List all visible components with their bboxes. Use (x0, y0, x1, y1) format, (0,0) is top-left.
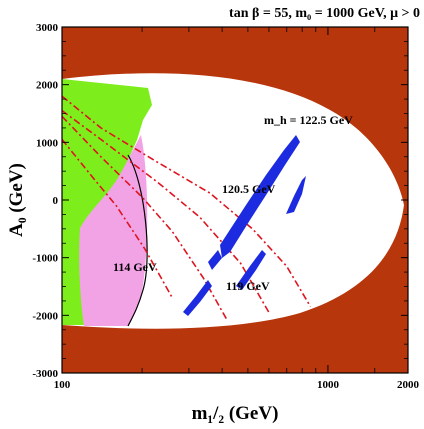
relic-density-strip (236, 250, 266, 290)
y-tick-label: -1000 (32, 253, 58, 265)
relic-density-strip (220, 135, 300, 258)
relic-density-strip (208, 250, 222, 270)
annotation-mh-122-5: m_h = 122.5 GeV (264, 113, 353, 127)
annotation-120-5: 120.5 GeV (222, 182, 276, 196)
x-axis-label: m₁/₂ (GeV) (192, 403, 279, 424)
y-tick-label: 1000 (36, 137, 59, 149)
higgs-mass-contour-2 (62, 115, 229, 322)
higgs-mass-contour-1 (62, 109, 270, 313)
lep-higgs-contour (127, 154, 148, 327)
y-tick-label: 2000 (36, 80, 59, 92)
relic-density-strip (286, 176, 306, 214)
higgs-mass-contour-0 (62, 95, 312, 308)
y-tick-label: -3000 (32, 368, 58, 380)
y-tick-label: -2000 (32, 310, 58, 322)
annotation-114: 114 GeV (113, 260, 157, 274)
y-tick-label: 3000 (36, 22, 59, 34)
g-minus-2-region (79, 135, 148, 326)
chart-title: tan β = 55, m₀ = 1000 GeV, μ > 0 (229, 6, 420, 21)
y-axis-label: A₀ (GeV) (6, 163, 27, 237)
x-tick-label: 2000 (397, 379, 420, 391)
annotation-119: 119 GeV (226, 279, 270, 293)
higgs-contours (62, 95, 312, 322)
x-tick-label: 100 (54, 379, 71, 391)
higgs-mass-contour-3 (62, 138, 174, 299)
x-tick-label: 1000 (317, 379, 340, 391)
y-tick-label: 0 (53, 195, 59, 207)
relic-density-strip (183, 280, 212, 316)
